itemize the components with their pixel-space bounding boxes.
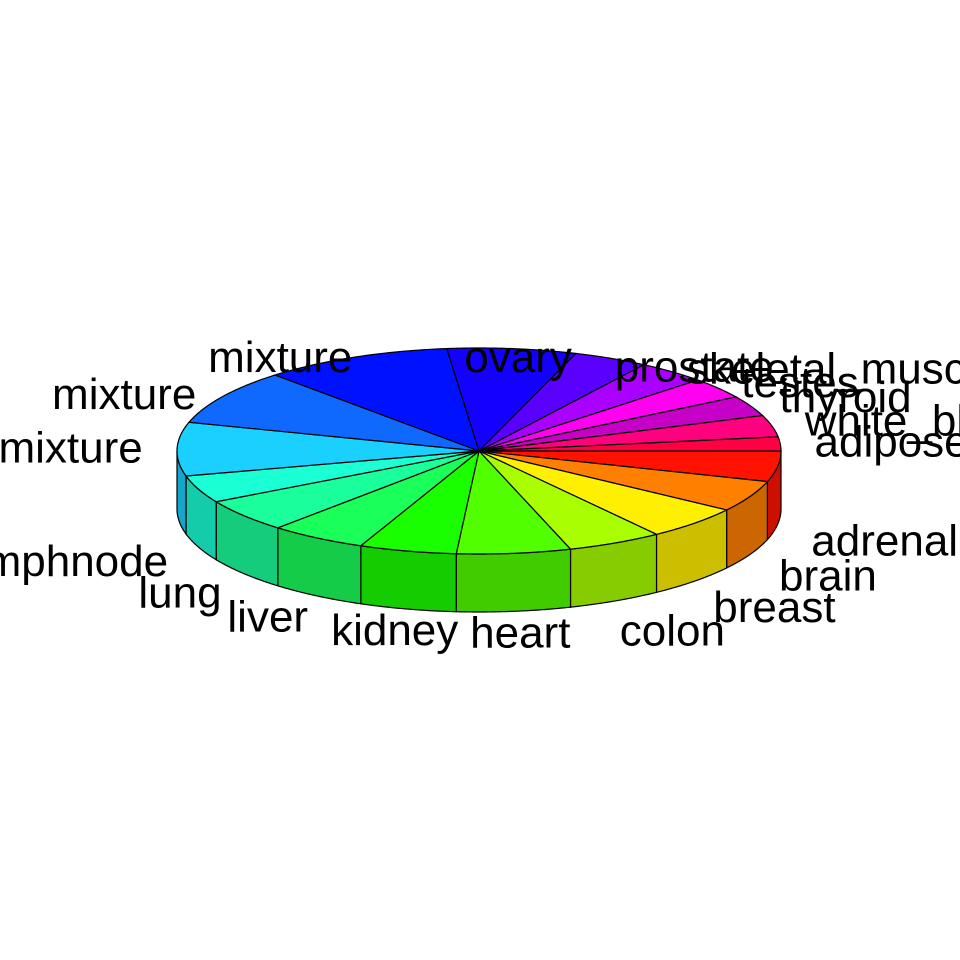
pie-slice-5 bbox=[359, 449, 480, 555]
pie-slice-16 bbox=[478, 396, 764, 452]
pie-slice-10 bbox=[187, 374, 480, 452]
pie-labels: adrenalbrainbreastcolonheartkidneyliverl… bbox=[0, 333, 960, 658]
pie-label-11: mixture bbox=[208, 333, 352, 382]
pie-slice-15 bbox=[478, 379, 738, 452]
pie-label-2: breast bbox=[713, 583, 835, 632]
pie-slice-9 bbox=[176, 421, 480, 477]
pie-slice-8 bbox=[184, 450, 480, 503]
pie-slice-18 bbox=[478, 436, 782, 452]
pie-label-18: adipose bbox=[815, 418, 960, 467]
pie-label-13: prostate bbox=[615, 343, 774, 392]
pie-side-5 bbox=[360, 545, 457, 613]
pie-slice-11 bbox=[273, 347, 480, 452]
pie-slice-3 bbox=[478, 450, 659, 550]
pie-label-8: lymphnode bbox=[0, 537, 168, 586]
pie-label-17: white_blood_ bbox=[804, 397, 960, 446]
pie-slice-1 bbox=[478, 450, 769, 511]
pie-label-1: brain bbox=[779, 552, 877, 601]
pie-label-4: heart bbox=[470, 609, 570, 658]
pie-label-16: thyroid bbox=[780, 373, 912, 422]
pie-slice-14 bbox=[478, 364, 700, 452]
pie-slice-12 bbox=[445, 347, 578, 453]
pie-slice-17 bbox=[478, 414, 780, 452]
pie-label-15: testes bbox=[741, 358, 858, 407]
pie-label-10: mixture bbox=[52, 370, 196, 419]
pie-slice-13 bbox=[478, 352, 646, 452]
pie-slice-6 bbox=[276, 450, 480, 547]
pie-label-5: kidney bbox=[331, 606, 458, 655]
pie-label-3: colon bbox=[620, 607, 725, 656]
pie-slice-4 bbox=[455, 449, 572, 555]
pie-top-faces bbox=[176, 347, 782, 555]
pie-label-0: adrenal bbox=[811, 516, 958, 565]
pie-side-4 bbox=[455, 548, 572, 613]
pie-slice-2 bbox=[478, 450, 729, 535]
pie-label-14: skeletal_muscle bbox=[687, 345, 960, 394]
pie-label-6: liver bbox=[227, 593, 308, 642]
pie-label-12: ovary bbox=[464, 333, 572, 382]
pie-side-faces bbox=[176, 450, 782, 613]
pie-label-9: mixture bbox=[0, 424, 143, 473]
pie-slice-7 bbox=[214, 450, 480, 529]
pie-label-7: lung bbox=[138, 568, 221, 617]
